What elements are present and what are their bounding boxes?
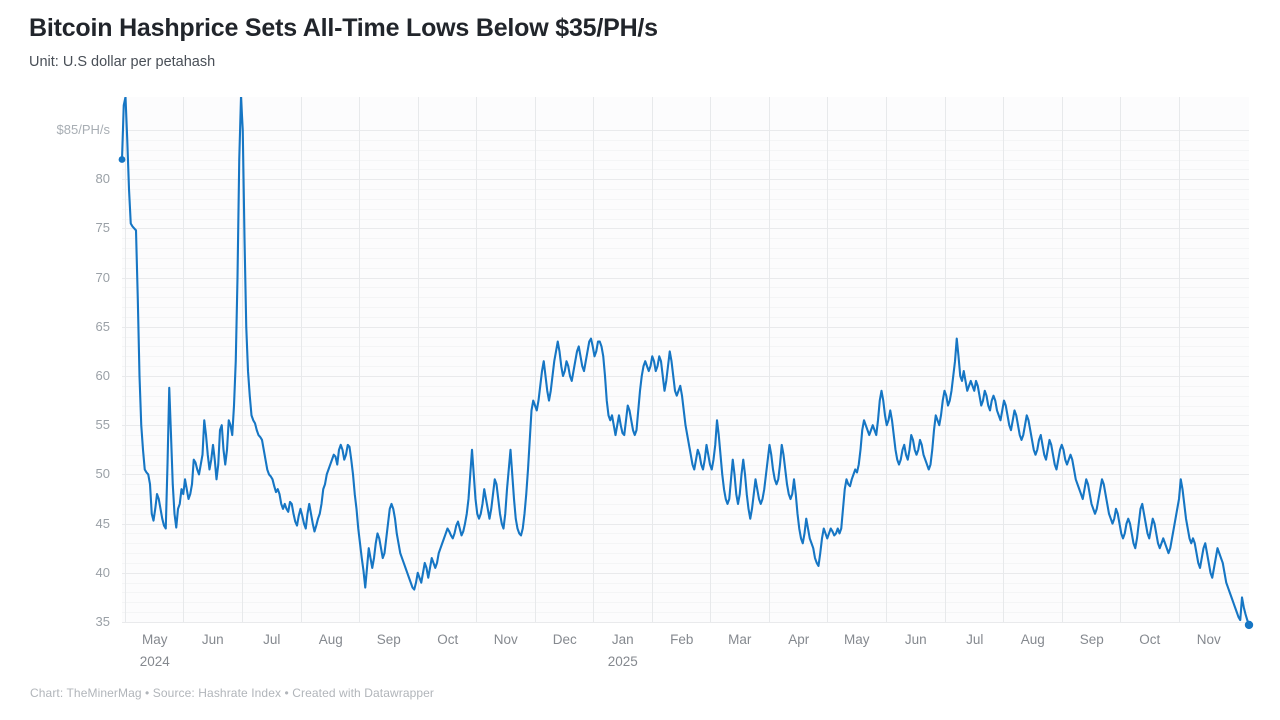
y-tick-label: 80 [96, 171, 110, 186]
x-tick-label: Aug [1021, 632, 1045, 647]
x-tick-label: Jun [905, 632, 927, 647]
x-tick-label: Mar [728, 632, 752, 647]
y-tick-label: 50 [96, 466, 110, 481]
x-tick-label: May [844, 632, 870, 647]
x-tick-label: Jun [202, 632, 224, 647]
latest-point-marker [1244, 620, 1254, 630]
hashprice-series [120, 97, 1251, 626]
series-line-hashprice [120, 97, 1251, 626]
vertical-gridlines [125, 97, 1180, 622]
x-axis-labels: May 2024 Jun Jul Aug Sep Oct Nov Dec Jan 2025 Feb Ma… [140, 632, 1221, 668]
chart-credit: Chart: TheMinerMag • Source: Hashrate In… [30, 686, 435, 700]
x-tick-label: Feb [670, 632, 693, 647]
y-tick-label: 35 [96, 614, 110, 629]
y-tick-label: 70 [96, 270, 110, 285]
x-tick-year-label: 2025 [608, 654, 638, 668]
y-tick-label: 60 [96, 368, 110, 383]
y-tick-label: 65 [96, 319, 110, 334]
x-tick-label: Jul [263, 632, 280, 647]
x-tick-label: Nov [494, 632, 518, 647]
y-tick-label: 75 [96, 220, 110, 235]
chart-header: Bitcoin Hashprice Sets All-Time Lows Bel… [29, 14, 1249, 71]
x-tick-label: Oct [1139, 632, 1160, 647]
x-tick-year-label: 2024 [140, 654, 171, 668]
plot-background [122, 97, 1249, 622]
y-tick-label: 45 [96, 516, 110, 531]
x-tick-label: Sep [377, 632, 401, 647]
y-tick-label: $85/PH/s [57, 122, 111, 137]
y-axis-labels: 35 40 45 50 55 60 65 70 75 80 $85/PH/s [57, 122, 111, 629]
page-title: Bitcoin Hashprice Sets All-Time Lows Bel… [29, 14, 658, 42]
line-chart-svg: 35 40 45 50 55 60 65 70 75 80 $85/PH/s May 2024 Jun J… [57, 97, 1254, 668]
x-tick-label: Aug [319, 632, 343, 647]
series-endpoints [118, 156, 1254, 630]
x-tick-label: Oct [437, 632, 458, 647]
y-tick-label: 40 [96, 565, 110, 580]
y-tick-label: 55 [96, 417, 110, 432]
x-tick-label: Jan [612, 632, 634, 647]
x-tick-label: Nov [1197, 632, 1221, 647]
x-tick-label: Apr [788, 632, 810, 647]
x-tick-label: May [142, 632, 168, 647]
chart-subtitle: Unit: U.S dollar per petahash [29, 53, 216, 70]
x-tick-label: Jul [966, 632, 983, 647]
start-point-marker [118, 156, 126, 163]
x-tick-label: Dec [553, 632, 577, 647]
x-tick-label: Sep [1080, 632, 1104, 647]
chart-plot-area: 35 40 45 50 55 60 65 70 75 80 $85/PH/s May 2024 Jun J… [0, 88, 1280, 668]
